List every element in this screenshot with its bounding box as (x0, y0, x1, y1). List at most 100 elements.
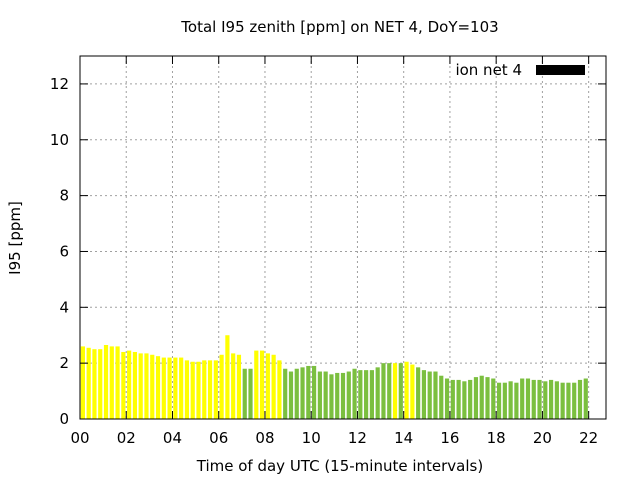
bar (433, 371, 438, 419)
bar (416, 367, 421, 419)
bar (473, 377, 479, 419)
bar (300, 367, 305, 419)
bar (427, 371, 432, 419)
bar (543, 381, 548, 419)
bar (358, 370, 363, 419)
bar (346, 371, 351, 419)
x-tick-label: 00 (70, 429, 89, 447)
bar (485, 377, 490, 419)
bar (335, 372, 340, 419)
bar (450, 379, 455, 419)
bars (80, 335, 588, 419)
y-tick-label: 10 (50, 131, 69, 149)
bar (537, 379, 542, 419)
bar (236, 354, 242, 419)
bar (138, 353, 143, 419)
bar (312, 365, 317, 419)
bar (496, 382, 502, 419)
bar (329, 374, 334, 419)
bar (577, 379, 583, 419)
bar (479, 375, 484, 419)
bar (491, 378, 496, 419)
bar (340, 372, 346, 419)
bar (109, 346, 114, 419)
bar (144, 353, 149, 419)
bar (398, 363, 403, 419)
bar (121, 351, 126, 419)
plot-frame (79, 55, 607, 420)
bar (103, 345, 109, 419)
bar (583, 378, 588, 419)
x-tick-label: 12 (348, 429, 367, 447)
bar (196, 361, 201, 419)
x-tick-label: 22 (579, 429, 598, 447)
bar (173, 357, 178, 419)
bar (202, 360, 207, 419)
bar (572, 382, 577, 419)
y-tick-label: 2 (59, 354, 69, 372)
x-tick-label: 06 (209, 429, 228, 447)
y-axis-label: I95 [ppm] (6, 201, 24, 275)
bar (132, 351, 138, 419)
bar (167, 357, 172, 419)
bar (265, 353, 270, 419)
bar (225, 335, 230, 419)
bar (98, 349, 103, 419)
bar (179, 357, 184, 419)
bar (502, 382, 507, 419)
bar (80, 346, 85, 419)
bar (410, 364, 415, 419)
y-tick-label: 0 (59, 410, 69, 428)
bar (207, 360, 213, 419)
legend: ion net 4 (455, 61, 585, 79)
bar (548, 379, 554, 419)
bar (92, 349, 97, 419)
bar (468, 379, 473, 419)
bar (242, 368, 247, 419)
bar (317, 371, 322, 419)
bar (254, 350, 259, 419)
bar (508, 381, 513, 419)
bar (566, 382, 571, 419)
bar (294, 368, 299, 419)
bar (404, 361, 409, 419)
bar (190, 361, 195, 419)
bar (369, 370, 374, 419)
bar (456, 379, 461, 419)
y-tick-label: 6 (59, 242, 69, 260)
bar (352, 368, 357, 419)
x-tick-label: 02 (117, 429, 136, 447)
bar (184, 360, 190, 419)
chart-title: Total I95 zenith [ppm] on NET 4, DoY=103 (180, 18, 498, 36)
bar (155, 356, 161, 419)
x-axis-label: Time of day UTC (15-minute intervals) (196, 457, 483, 475)
bar (514, 382, 519, 419)
x-tick-label: 20 (533, 429, 552, 447)
x-tick-label: 04 (163, 429, 182, 447)
x-tick-label: 10 (302, 429, 321, 447)
bar (444, 378, 450, 419)
x-tick-label: 14 (394, 429, 413, 447)
bar (161, 357, 166, 419)
x-tick-label: 18 (487, 429, 506, 447)
bar (381, 363, 386, 419)
bar (392, 363, 398, 419)
bar (520, 378, 525, 419)
x-tick-label: 16 (440, 429, 459, 447)
bar (259, 350, 265, 419)
bar (231, 353, 236, 419)
x-tick-label: 08 (255, 429, 274, 447)
bar (219, 354, 224, 419)
bar (554, 381, 559, 419)
bar (387, 363, 392, 419)
bar (306, 365, 311, 419)
bar (213, 360, 218, 419)
bar (439, 375, 444, 419)
bar (531, 379, 536, 419)
bar (271, 354, 276, 419)
bar (364, 370, 369, 419)
bar (375, 367, 380, 419)
y-tick-label: 12 (50, 75, 69, 93)
